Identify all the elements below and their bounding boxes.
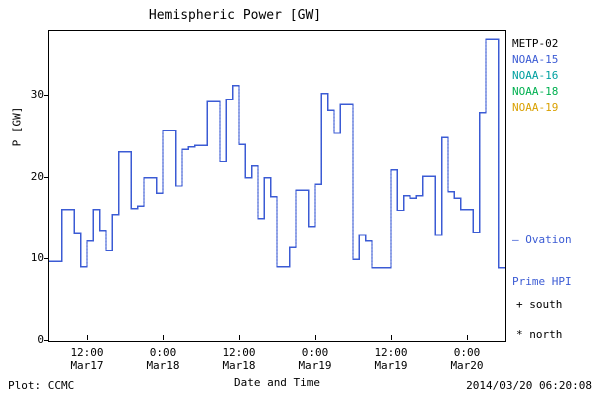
y-axis-label: P [GW]: [10, 106, 24, 147]
south-label: south: [529, 298, 563, 311]
y-tick-label: 0: [37, 333, 44, 346]
x-tick-label: 0:00 Mar20: [450, 346, 484, 372]
x-tick-mark: [239, 335, 240, 340]
footer-plot-source: Plot: CCMC: [8, 379, 75, 392]
x-tick-mark: [391, 335, 392, 340]
y-axis-ticks: 0 10 20 30: [0, 30, 49, 346]
legend: METP-02 NOAA-15 NOAA-16 NOAA-18 NOAA-19: [512, 36, 558, 116]
ovation-label-line1: Ovation: [525, 233, 572, 246]
x-tick-label: 12:00 Mar17: [70, 346, 104, 372]
y-tick-label: 30: [30, 88, 44, 102]
y-tick-mark: [44, 95, 49, 97]
data-series-noaa-15: [49, 38, 505, 269]
y-tick-mark: [44, 258, 49, 260]
x-tick-mark: [467, 335, 468, 340]
y-tick-mark: [44, 340, 49, 341]
plot-area: [48, 30, 506, 342]
y-tick-label: 20: [30, 169, 44, 183]
ovation-label-line2: Prime HPI: [512, 275, 572, 288]
x-tick-label: 12:00 Mar19: [374, 346, 408, 372]
x-tick-mark: [163, 335, 164, 340]
legend-item-noaa-19: NOAA-19: [512, 101, 559, 114]
legend-item-metp-02: METP-02: [512, 37, 559, 50]
plus-icon: +: [516, 298, 523, 311]
x-tick-label: 0:00 Mar18: [146, 346, 180, 372]
x-tick-mark: [315, 335, 316, 340]
north-label: north: [529, 328, 563, 341]
footer-timestamp: 2014/03/20 06:20:08: [466, 379, 592, 392]
north-symbol-legend: * north: [516, 328, 562, 341]
legend-item-noaa-15: NOAA-15: [512, 53, 559, 66]
x-tick-mark: [87, 335, 88, 340]
legend-item-noaa-18: NOAA-18: [512, 85, 559, 98]
y-tick-mark: [44, 176, 49, 178]
asterisk-icon: *: [516, 328, 523, 341]
chart-title: Hemispheric Power [GW]: [148, 8, 322, 23]
ovation-dash-icon: —: [512, 233, 519, 246]
y-tick-label: 10: [30, 251, 44, 265]
south-symbol-legend: + south: [516, 298, 562, 311]
ovation-annotation: — Ovation Prime HPI: [512, 205, 572, 317]
x-tick-label: 12:00 Mar18: [222, 346, 256, 372]
x-tick-label: 0:00 Mar19: [298, 346, 332, 372]
x-axis-label: Date and Time: [233, 376, 321, 389]
legend-item-noaa-16: NOAA-16: [512, 69, 559, 82]
